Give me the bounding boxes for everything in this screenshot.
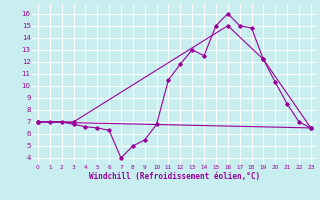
- X-axis label: Windchill (Refroidissement éolien,°C): Windchill (Refroidissement éolien,°C): [89, 172, 260, 181]
